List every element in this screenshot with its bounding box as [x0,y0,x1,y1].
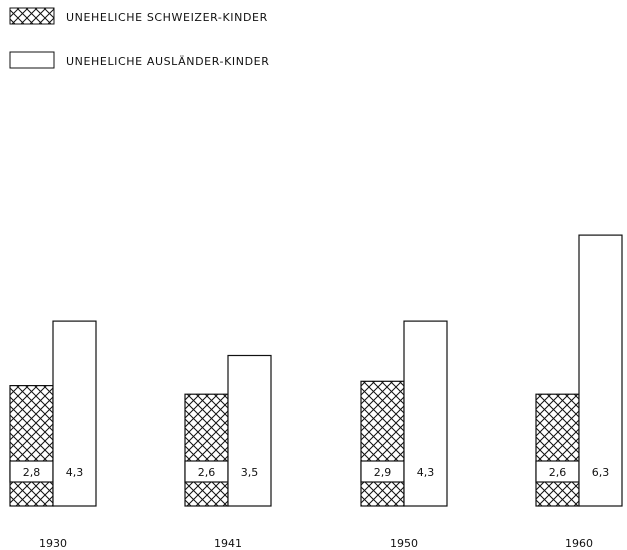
value-label-swiss-1941: 2,6 [198,466,216,479]
bar-group-1950: 2,9 4,3 1950 [360,320,448,550]
legend-item-swiss: UNEHELICHE SCHWEIZER-KINDER [9,7,268,25]
year-label-1950: 1950 [390,537,418,550]
value-label-swiss-1930: 2,8 [23,466,41,479]
bar-swiss-1960 [535,393,580,507]
value-label-swiss-1950: 2,9 [374,466,392,479]
bar-group-1960: 2,6 6,3 1960 [535,234,623,550]
legend: UNEHELICHE SCHWEIZER-KINDER UNEHELICHE A… [9,7,269,69]
bar-group-1930: 2,8 4,3 1930 [9,320,97,550]
bar-foreign-1941 [227,354,272,507]
bar-foreign-1950 [403,320,448,507]
value-label-foreign-1950: 4,3 [417,466,435,479]
value-label-foreign-1941: 3,5 [241,466,259,479]
legend-swatch-swiss [9,7,55,25]
value-label-foreign-1930: 4,3 [66,466,84,479]
bar-swiss-1941 [184,393,229,507]
bar-group-1941: 2,6 3,5 1941 [184,354,272,550]
year-label-1941: 1941 [214,537,242,550]
legend-label-foreign: UNEHELICHE AUSLÄNDER-KINDER [66,55,269,68]
year-label-1960: 1960 [565,537,593,550]
plot-area: 2,8 4,3 1930 2,6 3,5 1941 2,9 4,3 1950 2,6 6,3 1960 [9,234,623,550]
value-label-swiss-1960: 2,6 [549,466,567,479]
legend-item-foreign: UNEHELICHE AUSLÄNDER-KINDER [9,51,269,69]
value-label-foreign-1960: 6,3 [592,466,610,479]
bar-swiss-1950 [360,380,405,507]
legend-label-swiss: UNEHELICHE SCHWEIZER-KINDER [66,11,268,24]
year-label-1930: 1930 [39,537,67,550]
bar-foreign-1930 [52,320,97,507]
bar-foreign-1960 [578,234,623,507]
bar-swiss-1930 [9,385,54,507]
legend-swatch-foreign [9,51,55,69]
